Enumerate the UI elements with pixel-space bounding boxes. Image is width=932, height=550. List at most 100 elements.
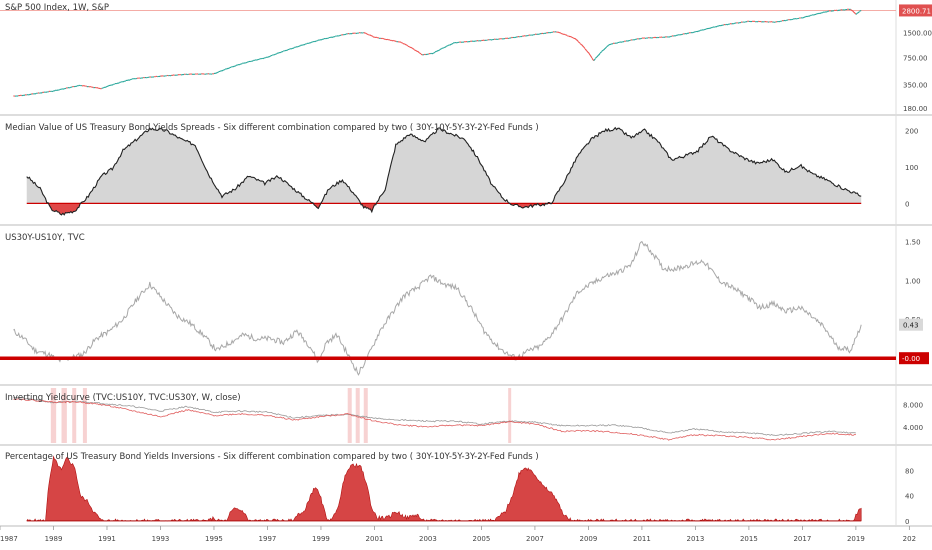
spx-price-segment [417,50,420,54]
pct-y-tick-label: 80 [905,468,914,476]
spx-price-segment [568,35,571,38]
spx-last-price-label: 2800.71 [902,7,931,15]
spx-price-segment [696,30,699,33]
spx-price-segment [415,50,418,53]
spx-price-segment [106,85,109,88]
spread-y-tick-label: 1.50 [905,238,921,246]
spx-price-segment [819,12,822,15]
spx-price-segment [286,49,289,52]
spx-price-segment [117,82,120,84]
spx-price-segment [594,56,598,59]
spx-price-segment [128,79,131,81]
spx-price-segment [732,22,735,25]
spx-price-segment [251,60,254,62]
median-y-tick-label: 100 [905,164,918,172]
spx-price-segment [325,37,328,40]
spx-price-segment [232,65,235,68]
spx-price-segment [571,36,574,39]
spx-price-segment [414,49,417,52]
inversion-band [61,388,67,443]
spx-price-segment [34,92,37,95]
x-axis-label: 202 [903,535,916,543]
spx-price-segment [574,38,578,41]
spx-price-segment [344,33,347,36]
spx-price-segment [301,44,304,46]
spx-price-segment [58,89,60,91]
spx-price-segment [444,45,447,48]
spx-price-segment [420,53,423,56]
spx-price-segment [703,28,706,31]
median-positive-area [26,127,862,204]
spx-price-segment [599,51,603,54]
spx-price-segment [431,52,434,55]
spx-price-segment [668,36,671,38]
spx-price-segment [531,34,534,36]
spx-price-segment [586,50,589,54]
spx-price-segment [851,10,855,13]
spx-price-segment [584,48,588,52]
spx-price-segment [75,85,78,88]
invert-panel-title: Inverting Yieldcurve (TVC:US10Y, TVC:US3… [5,393,241,403]
spx-price-segment [593,58,596,62]
pct-y-tick-label: 0 [905,518,909,526]
spx-price-segment [674,34,677,37]
spx-price-segment [791,18,794,21]
spx-price-segment [606,45,609,48]
spx-price-segment [369,34,372,37]
spx-price-segment [578,41,581,44]
spx-price-segment [410,46,414,50]
spx-price-segment [333,35,336,38]
spx-price-segment [808,15,811,17]
spx-price-segment [802,16,805,19]
spx-price-segment [221,69,224,72]
spx-price-segment [399,41,402,43]
spx-price-segment [96,87,99,89]
spx-price-segment [795,17,798,20]
spx-price-segment [268,55,271,58]
spx-price-segment [51,90,54,93]
spx-price-segment [620,41,623,43]
spx-price-segment [240,63,243,65]
spx-price-segment [609,43,612,46]
spx-price-segment [363,31,366,34]
spx-price-segment [507,37,510,40]
median-line [26,126,862,216]
spx-price-segment [538,33,541,35]
spx-price-segment [371,35,374,37]
spx-price-segment [226,67,229,70]
spx-price-segment [124,80,127,82]
x-axis-label: 1997 [259,535,277,543]
spx-price-segment [256,58,259,61]
invert-y-tick-label: 4.000 [903,424,923,432]
spx-price-segment [16,95,19,97]
spx-price-segment [692,31,695,34]
invert-y-tick-label: 8.000 [903,401,923,409]
spx-price-segment [292,47,295,49]
spx-price-segment [375,36,378,39]
spx-price-segment [284,49,287,52]
spx-price-segment [103,86,106,89]
spx-price-segment [409,46,412,49]
spx-price-segment [442,46,446,49]
x-axis-label: 2015 [740,535,758,543]
spx-price-segment [437,49,441,52]
spx-price-segment [331,36,334,38]
spx-price-segment [598,52,601,56]
spx-price-segment [215,72,218,74]
spx-price-segment [616,42,619,44]
spx-price-segment [249,60,252,63]
spread-last-value-label: 0.43 [903,322,919,330]
spx-price-segment [436,50,439,52]
spx-price-segment [451,42,454,45]
x-axis-label: 1993 [152,535,170,543]
median-y-tick-label: 0 [905,200,909,208]
spx-price-segment [601,49,604,52]
spx-price-segment [607,43,611,46]
spx-price-segment [582,46,586,50]
x-axis-label: 1987 [0,535,18,543]
x-axis-label: 2009 [580,535,598,543]
spx-price-segment [525,35,528,37]
spx-y-tick-label: 750.00 [903,54,928,62]
spx-price-segment [382,37,385,40]
